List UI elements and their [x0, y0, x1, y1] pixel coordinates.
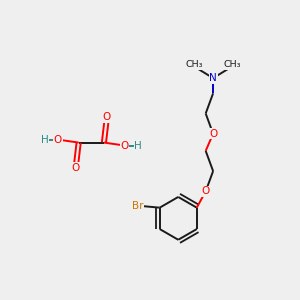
- Text: H: H: [134, 140, 142, 151]
- Text: N: N: [209, 73, 217, 83]
- Text: H: H: [40, 135, 48, 145]
- Text: CH₃: CH₃: [185, 60, 202, 69]
- Text: O: O: [121, 140, 129, 151]
- Text: O: O: [103, 112, 111, 122]
- Text: O: O: [72, 163, 80, 173]
- Text: O: O: [209, 129, 217, 139]
- Text: O: O: [202, 186, 210, 196]
- Text: CH₃: CH₃: [224, 60, 241, 69]
- Text: Br: Br: [132, 201, 144, 211]
- Text: O: O: [54, 135, 62, 145]
